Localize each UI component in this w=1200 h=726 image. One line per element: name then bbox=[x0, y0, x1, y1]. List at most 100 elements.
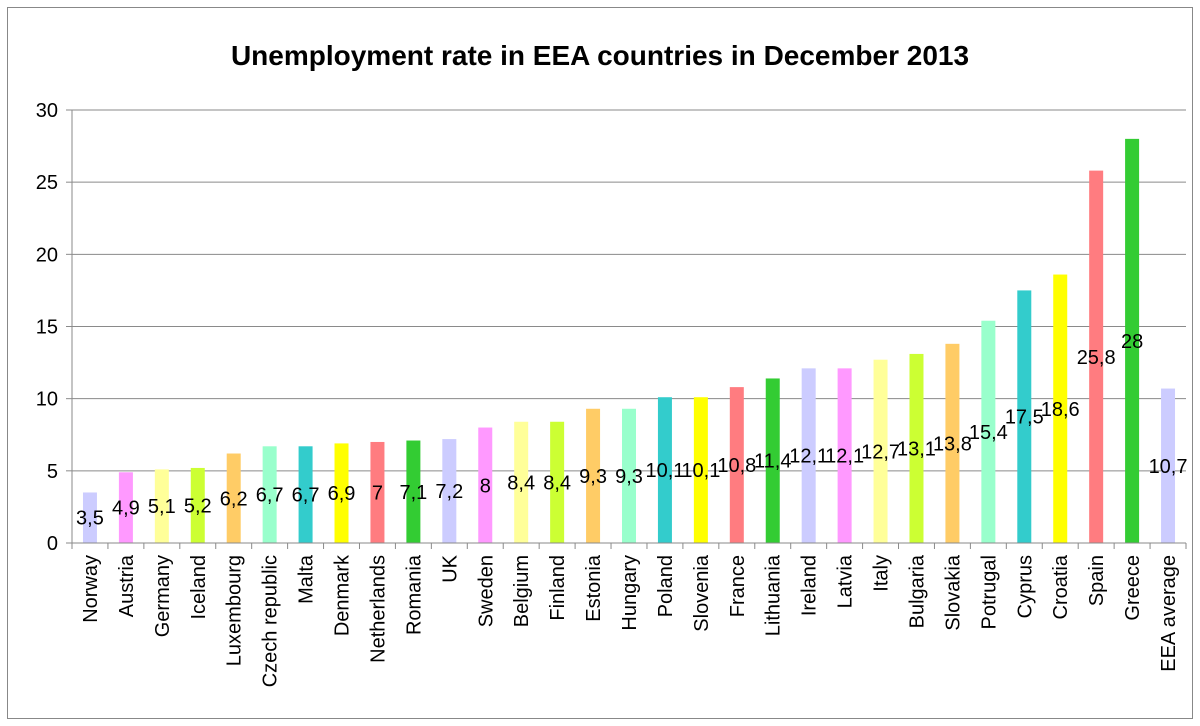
x-tick-label: Latvia bbox=[835, 554, 857, 608]
x-tick-label: Iceland bbox=[188, 555, 210, 620]
data-label: 10,1 bbox=[681, 460, 720, 482]
bar bbox=[586, 408, 601, 543]
bar bbox=[729, 387, 744, 543]
data-label: 10,1 bbox=[645, 460, 684, 482]
x-tick-label: Austria bbox=[116, 554, 138, 617]
x-tick-label: Sweden bbox=[475, 555, 497, 627]
x-tick-label: Czech republic bbox=[260, 555, 282, 687]
data-labels: 3,5 4,9 5,1 5,2 6,2 6,7 6,7 6,9 7 7,1 7,2 8 8,4 8,4 9,… bbox=[76, 331, 1187, 530]
data-label: 8,4 bbox=[507, 472, 535, 494]
x-tick-label: Slovenia bbox=[691, 554, 713, 632]
data-label: 7 bbox=[372, 482, 383, 504]
x-tick-label: Estonia bbox=[583, 554, 605, 622]
y-tick-label: 15 bbox=[36, 317, 58, 339]
x-tick-label: Ireland bbox=[799, 555, 821, 616]
x-tick-label: Poland bbox=[655, 555, 677, 617]
x-tick-label: Finland bbox=[547, 555, 569, 621]
bar bbox=[298, 446, 313, 543]
x-tick-label: Croatia bbox=[1050, 554, 1072, 619]
y-tick-label: 30 bbox=[36, 100, 58, 122]
x-tick-label: France bbox=[727, 555, 749, 617]
data-label: 10,8 bbox=[717, 455, 756, 477]
data-label: 15,4 bbox=[969, 422, 1008, 444]
bar bbox=[801, 368, 816, 543]
data-label: 5,1 bbox=[148, 496, 176, 518]
x-tick-label: Cyprus bbox=[1014, 555, 1036, 618]
y-tick-label: 20 bbox=[36, 244, 58, 266]
bar bbox=[406, 440, 421, 543]
bar bbox=[334, 443, 349, 543]
bar bbox=[478, 427, 493, 543]
data-label: 28 bbox=[1121, 331, 1143, 353]
data-label: 8 bbox=[480, 475, 491, 497]
bar bbox=[514, 421, 529, 543]
bar bbox=[1161, 388, 1176, 543]
chart-title: Unemployment rate in EEA countries in De… bbox=[230, 40, 970, 71]
data-label: 4,9 bbox=[112, 498, 140, 520]
bar bbox=[370, 441, 385, 543]
data-label: 7,2 bbox=[435, 481, 463, 503]
bar bbox=[1017, 290, 1032, 543]
bar bbox=[693, 397, 708, 543]
bar bbox=[1089, 170, 1104, 543]
data-label: 12,1 bbox=[825, 446, 864, 468]
x-tick-label: UK bbox=[439, 554, 461, 582]
data-label: 3,5 bbox=[76, 508, 104, 530]
x-tick-label: Potrugal bbox=[978, 555, 1000, 630]
data-label: 25,8 bbox=[1077, 347, 1116, 369]
data-label: 13,8 bbox=[933, 433, 972, 455]
axes bbox=[71, 110, 1187, 549]
data-label: 13,1 bbox=[897, 438, 936, 460]
bar bbox=[837, 368, 852, 543]
bar bbox=[909, 353, 924, 543]
bar bbox=[262, 446, 277, 543]
bar bbox=[657, 397, 672, 543]
x-tick-label: Malta bbox=[296, 554, 318, 604]
bar bbox=[1125, 138, 1140, 543]
x-tick-labels: Norway Austria Germany Iceland Luxembourg Cze… bbox=[80, 554, 1180, 687]
bars bbox=[82, 138, 1176, 543]
bar bbox=[118, 472, 133, 543]
bar bbox=[442, 439, 457, 543]
y-tick-label: 0 bbox=[47, 533, 58, 555]
bar bbox=[190, 467, 205, 543]
bar bbox=[550, 421, 565, 543]
data-label: 7,1 bbox=[399, 482, 427, 504]
data-label: 18,6 bbox=[1041, 399, 1080, 421]
data-label: 11,4 bbox=[754, 451, 791, 473]
bar bbox=[981, 320, 996, 543]
data-label: 5,2 bbox=[184, 495, 212, 517]
bar bbox=[945, 343, 960, 543]
bar bbox=[873, 359, 888, 543]
data-label: 17,5 bbox=[1005, 407, 1044, 429]
x-tick-label: Lithuania bbox=[763, 554, 785, 636]
data-label: 9,3 bbox=[615, 466, 643, 488]
x-tick-label: Italy bbox=[871, 555, 893, 592]
data-label: 9,3 bbox=[579, 466, 607, 488]
x-tick-label: Slovakia bbox=[942, 554, 964, 630]
x-tick-label: Netherlands bbox=[367, 555, 389, 663]
y-tick-labels: 0 5 10 15 20 25 30 bbox=[36, 100, 58, 555]
x-tick-label: Romania bbox=[403, 554, 425, 635]
x-tick-label: EEA average bbox=[1158, 555, 1180, 672]
x-tick-label: Denmark bbox=[332, 554, 354, 636]
bar bbox=[82, 492, 97, 543]
data-label: 10,7 bbox=[1149, 456, 1188, 478]
y-tick-label: 10 bbox=[36, 389, 58, 411]
x-tick-label: Luxembourg bbox=[224, 555, 246, 666]
x-tick-label: Spain bbox=[1086, 555, 1108, 606]
data-label: 8,4 bbox=[543, 472, 571, 494]
x-tick-label: Hungary bbox=[619, 555, 641, 631]
data-label: 6,7 bbox=[256, 485, 284, 507]
y-tick-label: 25 bbox=[36, 172, 58, 194]
bar bbox=[765, 378, 780, 543]
data-label: 6,7 bbox=[292, 485, 320, 507]
bar bbox=[622, 408, 636, 543]
data-label: 12,7 bbox=[861, 441, 900, 463]
data-label: 12,1 bbox=[789, 446, 828, 468]
bar bbox=[154, 469, 169, 543]
y-tick-label: 5 bbox=[47, 461, 58, 483]
x-tick-label: Bulgaria bbox=[906, 554, 928, 628]
x-tick-label: Germany bbox=[152, 555, 174, 637]
